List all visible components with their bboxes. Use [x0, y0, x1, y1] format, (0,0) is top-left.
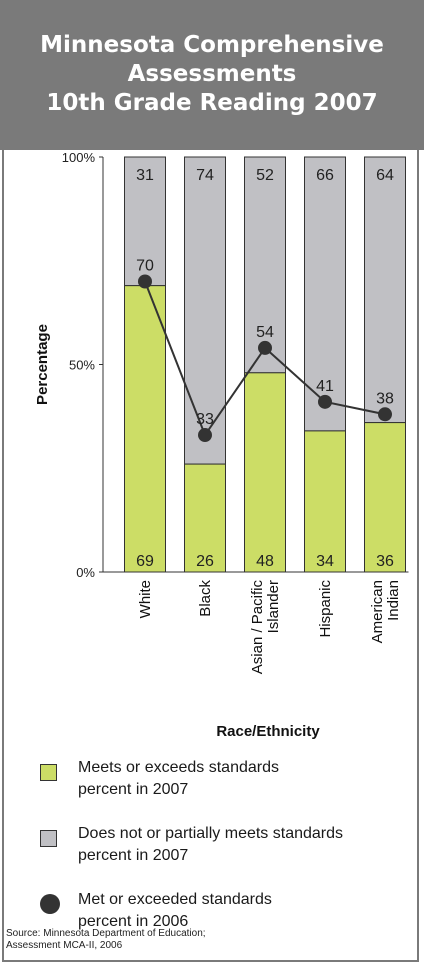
bar-segment-not-meet [304, 156, 346, 432]
title-line-1: Minnesota Comprehensive [40, 32, 384, 58]
legend-label-line1: Does not or partially meets standards [78, 825, 344, 842]
chart-header: Minnesota Comprehensive Assessments 10th… [0, 0, 424, 150]
x-tick-label: Hispanic [317, 580, 334, 638]
title-line-3: 10th Grade Reading 2007 [46, 90, 378, 116]
bar-segment-meets [124, 285, 166, 573]
y-axis-title: Percentage [34, 324, 51, 405]
bar-segment-meets [244, 372, 286, 573]
source-line2: Assessment MCA-II, 2006 [6, 940, 123, 951]
legend-dot-marker [40, 894, 60, 914]
x-tick-label: White [137, 580, 154, 618]
bar-segment-not-meet [364, 156, 406, 424]
legend-item-meets-2007: Meets or exceeds standards percent in 20… [40, 757, 410, 823]
data-label-not-meet: 52 [256, 167, 274, 184]
data-label-not-meet: 31 [136, 167, 154, 184]
title-line-2: Assessments [127, 61, 297, 87]
legend-label: Meets or exceeds standards percent in 20… [78, 757, 408, 801]
y-tick-label: 50% [69, 358, 95, 373]
legend-label: Does not or partially meets standards pe… [78, 823, 408, 867]
x-tick-label: Black [197, 580, 214, 617]
bar-segment-not-meet [244, 156, 286, 374]
line-point-2006 [318, 394, 332, 409]
data-label-2006: 33 [196, 411, 214, 428]
x-tick-label: Asian / Pacific [249, 580, 266, 675]
legend-swatch-gray [40, 830, 57, 847]
data-label-2006: 70 [136, 258, 154, 275]
legend-label-line2: percent in 2007 [78, 847, 189, 864]
data-label-2006: 41 [316, 378, 334, 395]
data-label-not-meet: 74 [196, 167, 214, 184]
data-label-meets: 34 [316, 553, 334, 570]
y-tick-label: 100% [62, 150, 96, 165]
line-point-2006 [258, 340, 272, 355]
legend: Meets or exceeds standards percent in 20… [40, 757, 410, 955]
data-label-meets: 36 [376, 553, 394, 570]
line-point-2006 [138, 274, 152, 289]
line-point-2006 [198, 428, 212, 443]
bar-segment-meets [304, 430, 346, 573]
bar-segment-not-meet [124, 156, 166, 287]
x-axis-title: Race/Ethnicity [216, 723, 320, 740]
x-tick-label: American [369, 580, 386, 643]
stacked-bar-chart: 0% 50% 100% Percentage 31 69 White 74 26 Black 52 4… [34, 150, 409, 740]
data-label-2006: 38 [376, 390, 394, 407]
legend-item-met-2006: Met or exceeded standards percent in 200… [40, 889, 410, 955]
data-label-2006: 54 [256, 324, 274, 341]
legend-label-line2: percent in 2006 [78, 913, 189, 930]
data-label-not-meet: 66 [316, 167, 334, 184]
legend-label-line1: Meets or exceeds standards [78, 759, 279, 776]
line-point-2006 [378, 407, 392, 422]
source-note: Source: Minnesota Department of Educatio… [6, 928, 306, 952]
legend-item-does-not-meet-2007: Does not or partially meets standards pe… [40, 823, 410, 889]
legend-swatch-green [40, 764, 57, 781]
bar-segment-meets [364, 422, 406, 573]
source-line1: Source: Minnesota Department of Educatio… [6, 928, 206, 939]
data-label-meets: 48 [256, 553, 274, 570]
data-label-meets: 69 [136, 553, 154, 570]
y-tick-label: 0% [76, 565, 95, 580]
legend-label-line1: Met or exceeded standards [78, 891, 272, 908]
data-label-not-meet: 64 [376, 167, 394, 184]
legend-label: Met or exceeded standards percent in 200… [78, 889, 408, 933]
legend-label-line2: percent in 2007 [78, 781, 189, 798]
bar-segment-meets [184, 463, 226, 573]
x-tick-label: Islander [265, 580, 282, 633]
x-tick-label: Indian [385, 580, 402, 621]
data-label-meets: 26 [196, 553, 214, 570]
bar-segment-not-meet [184, 156, 226, 465]
